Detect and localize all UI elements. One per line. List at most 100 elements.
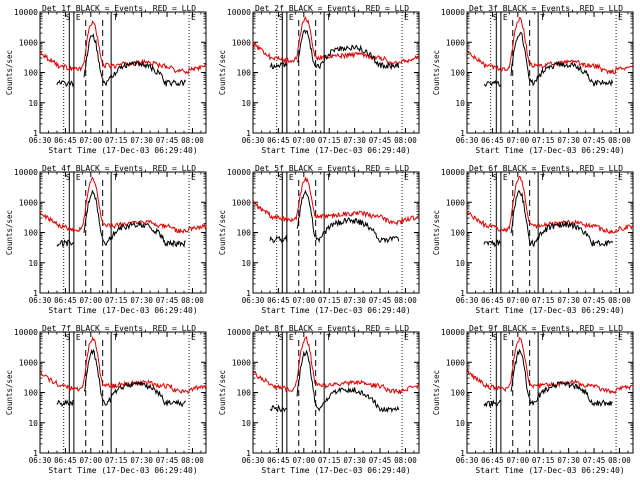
x-tick-label: 07:15 [318, 296, 341, 305]
flag-e-end: E [191, 173, 196, 182]
y-tick-label: 10 [455, 99, 465, 108]
flag-s: S [279, 13, 284, 22]
x-axis-label: Start Time (17-Dec-03 06:29:40) [475, 466, 624, 475]
flag-e: E [503, 173, 508, 182]
y-tick-label: 1000 [19, 38, 38, 47]
flag-s: S [66, 333, 71, 342]
x-tick-label: 07:30 [557, 456, 580, 465]
y-tick-label: 10000 [227, 328, 251, 337]
x-tick-label: 06:45 [54, 296, 77, 305]
y-tick-label: 1000 [446, 358, 465, 367]
x-axis-label: Start Time (17-Dec-03 06:29:40) [475, 306, 624, 315]
y-tick-label: 10 [455, 259, 465, 268]
flag-s: S [66, 173, 71, 182]
x-tick-label: 07:15 [318, 136, 341, 145]
x-tick-label: 07:15 [532, 136, 555, 145]
y-tick-label: 10 [28, 419, 38, 428]
y-tick-label: 1 [33, 289, 38, 298]
flag-t: T [540, 173, 545, 182]
panel-det-3: 1 10 100 1000 10000 06:30 06:45 07:00 07:15 07:30… [432, 4, 634, 155]
x-tick-label: 06:30 [456, 296, 479, 305]
series-events-line [483, 190, 614, 248]
y-tick-label: 1 [33, 449, 38, 458]
flag-s: S [66, 13, 71, 22]
flag-e-end: E [191, 13, 196, 22]
x-tick-label: 06:30 [29, 136, 52, 145]
x-tick-label: 07:30 [557, 296, 580, 305]
flag-e-end: E [618, 173, 623, 182]
flag-e: E [289, 333, 294, 342]
x-tick-label: 06:30 [242, 296, 265, 305]
y-tick-label: 10000 [227, 168, 251, 177]
flag-e-end: E [404, 173, 409, 182]
y-tick-label: 1 [460, 449, 465, 458]
y-tick-label: 1000 [232, 198, 251, 207]
x-tick-label: 07:45 [156, 296, 179, 305]
flag-e: E [76, 13, 81, 22]
series-lld-line [252, 177, 420, 226]
panel-det-6: 1 10 100 1000 10000 06:30 06:45 07:00 07:15 07:30… [432, 164, 634, 315]
y-tick-label: 10 [28, 99, 38, 108]
x-tick-label: 06:45 [481, 136, 504, 145]
y-tick-label: 1000 [446, 198, 465, 207]
x-tick-label: 07:15 [532, 296, 555, 305]
panel-det-9: 1 10 100 1000 10000 06:30 06:45 07:00 07:15 07:30… [432, 324, 634, 475]
y-tick-label: 100 [24, 389, 39, 398]
y-tick-label: 10 [455, 419, 465, 428]
x-axis-label: Start Time (17-Dec-03 06:29:40) [261, 146, 410, 155]
x-tick-label: 07:30 [343, 456, 366, 465]
x-tick-label: 07:30 [343, 136, 366, 145]
panel-title: Det 7f BLACK = Events, RED = LLD [42, 324, 196, 333]
x-tick-label: 08:00 [394, 136, 417, 145]
x-tick-label: 07:45 [156, 136, 179, 145]
x-tick-label: 07:30 [130, 456, 153, 465]
x-tick-label: 07:45 [369, 296, 392, 305]
x-tick-label: 07:00 [507, 296, 530, 305]
x-tick-label: 06:30 [29, 456, 52, 465]
panel-title: Det 6f BLACK = Events, RED = LLD [469, 164, 623, 173]
flag-s: S [493, 333, 498, 342]
x-tick-label: 08:00 [181, 456, 204, 465]
x-tick-label: 07:30 [130, 296, 153, 305]
flag-t: T [326, 13, 331, 22]
y-tick-label: 10000 [14, 8, 38, 17]
flag-t: T [113, 173, 118, 182]
y-axis-label: Counts/sec [5, 50, 14, 95]
y-tick-label: 100 [237, 69, 252, 78]
x-tick-label: 06:45 [267, 456, 290, 465]
x-tick-label: 07:15 [105, 296, 128, 305]
y-axis-label: Counts/sec [218, 210, 227, 255]
series-events-line [56, 348, 187, 408]
x-tick-label: 06:45 [54, 456, 77, 465]
flag-s: S [493, 13, 498, 22]
x-tick-label: 07:45 [583, 296, 606, 305]
y-tick-label: 10000 [14, 328, 38, 337]
x-tick-label: 08:00 [394, 296, 417, 305]
panel-title: Det 9f BLACK = Events, RED = LLD [469, 324, 623, 333]
panel-title: Det 3f BLACK = Events, RED = LLD [469, 4, 623, 13]
flag-e: E [289, 173, 294, 182]
x-tick-label: 06:45 [54, 136, 77, 145]
flag-t: T [326, 173, 331, 182]
y-tick-label: 1000 [232, 38, 251, 47]
y-axis-label: Counts/sec [5, 370, 14, 415]
flag-t: T [113, 333, 118, 342]
series-events-line [483, 348, 613, 408]
series-events-line [56, 190, 186, 248]
x-tick-label: 07:30 [343, 296, 366, 305]
flag-e: E [76, 173, 81, 182]
y-axis-label: Counts/sec [432, 370, 441, 415]
flag-e-end: E [191, 333, 196, 342]
y-axis-label: Counts/sec [218, 370, 227, 415]
x-axis-label: Start Time (17-Dec-03 06:29:40) [48, 306, 197, 315]
series-lld-line [466, 16, 634, 75]
flag-e-end: E [404, 13, 409, 22]
x-tick-label: 07:30 [557, 136, 580, 145]
x-axis-label: Start Time (17-Dec-03 06:29:40) [475, 146, 624, 155]
y-tick-label: 1000 [19, 358, 38, 367]
x-tick-label: 07:00 [293, 456, 316, 465]
x-tick-label: 08:00 [608, 456, 631, 465]
series-events-line [56, 33, 187, 88]
x-tick-label: 07:00 [293, 136, 316, 145]
flag-s: S [493, 173, 498, 182]
